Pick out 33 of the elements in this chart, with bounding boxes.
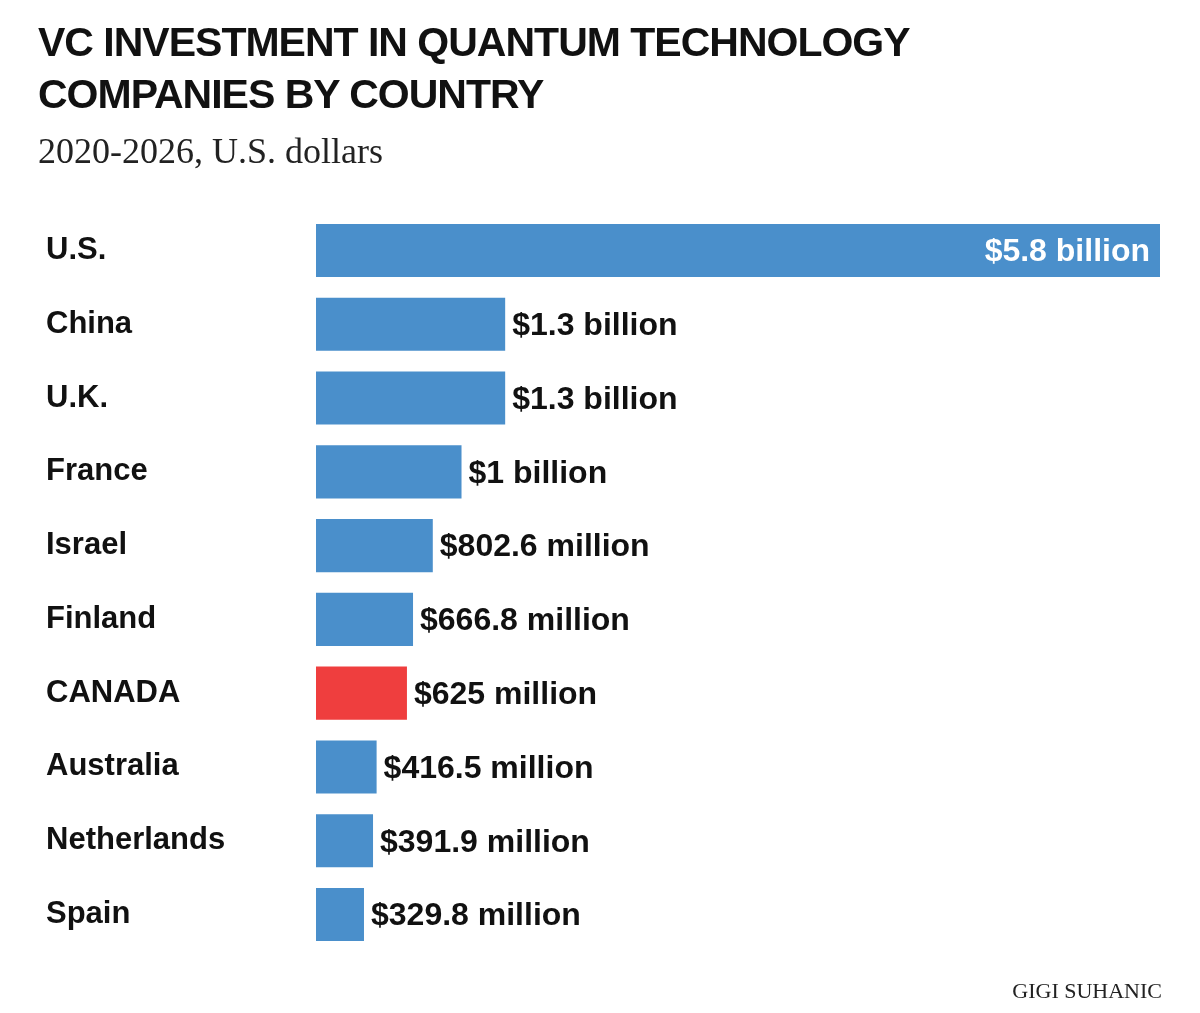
data-label: $329.8 million: [370, 896, 581, 933]
y-tick-label: France: [46, 452, 148, 488]
y-tick-label: U.K.: [46, 378, 108, 414]
data-label: $1.3 billion: [512, 379, 678, 416]
bar: [316, 371, 506, 425]
data-label: $802.6 million: [439, 527, 650, 564]
bar: [316, 887, 364, 942]
data-label: $391.9 million: [380, 822, 590, 859]
bar: [316, 814, 374, 868]
data-label: $5.8 billion: [984, 232, 1150, 269]
chart-title: VC INVESTMENT IN QUANTUM TECHNOLOGY COMPANIES BY COUNTRY: [38, 18, 911, 119]
data-label: $666.8 million: [420, 601, 630, 638]
bar: [316, 666, 407, 720]
bar: [316, 445, 462, 499]
data-label: $1 billion: [468, 453, 608, 490]
y-tick-label: Israel: [46, 526, 128, 562]
data-label: $625 million: [413, 675, 598, 711]
y-tick-label: Finland: [46, 599, 157, 635]
chart-subtitle: 2020-2026, U.S. dollars: [38, 130, 383, 172]
y-tick-label: CANADA: [46, 673, 181, 709]
bar: [316, 592, 414, 646]
y-tick-label: China: [46, 304, 133, 340]
y-tick-label: U.S.: [46, 231, 107, 267]
text: GIGI SUHANIC: [1011, 978, 1162, 1004]
y-tick-label: Spain: [46, 895, 131, 931]
bar: [316, 519, 433, 573]
y-tick-label: Netherlands: [46, 821, 226, 857]
y-tick-label: Australia: [46, 747, 180, 783]
bar: [316, 740, 377, 794]
data-label: $416.5 million: [383, 748, 594, 785]
data-label: $1.3 billion: [512, 306, 678, 343]
bar: [316, 223, 1160, 278]
bar: [316, 297, 506, 351]
